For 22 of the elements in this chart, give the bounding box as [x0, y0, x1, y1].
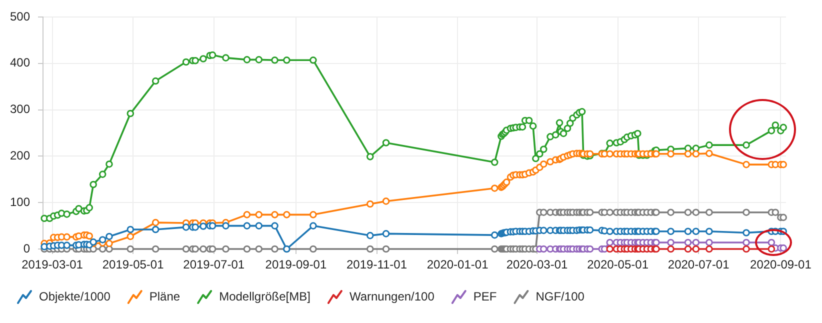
legend-label: PEF: [473, 289, 497, 304]
x-tick-label: 2019-09-01: [265, 258, 327, 272]
x-tick-label: 2020-07-01: [668, 258, 730, 272]
legend-label: Modellgröße[MB]: [219, 289, 310, 304]
legend-label: Warnungen/100: [349, 289, 435, 304]
x-tick-label: 2019-07-01: [183, 258, 245, 272]
y-tick-label: 300: [10, 102, 30, 116]
legend-label: Objekte/1000: [39, 289, 111, 304]
x-tick-label: 2019-05-01: [102, 258, 164, 272]
x-tick-label: 2020-09-01: [750, 258, 812, 272]
x-tick-label: 2020-03-01: [506, 258, 568, 272]
legend-label: Pläne: [149, 289, 180, 304]
y-tick-label: 400: [10, 56, 30, 70]
y-tick-label: 500: [10, 9, 30, 24]
legend-label: NGF/100: [536, 289, 585, 304]
y-tick-label: 0: [23, 241, 30, 256]
x-tick-label: 2019-03-01: [22, 258, 84, 272]
y-tick-label: 200: [10, 148, 30, 163]
x-tick-label: 2020-01-01: [426, 258, 489, 272]
y-tick-label: 100: [10, 194, 30, 209]
x-tick-label: 2019-11-01: [346, 258, 408, 272]
x-tick-label: 2020-05-01: [587, 258, 649, 272]
